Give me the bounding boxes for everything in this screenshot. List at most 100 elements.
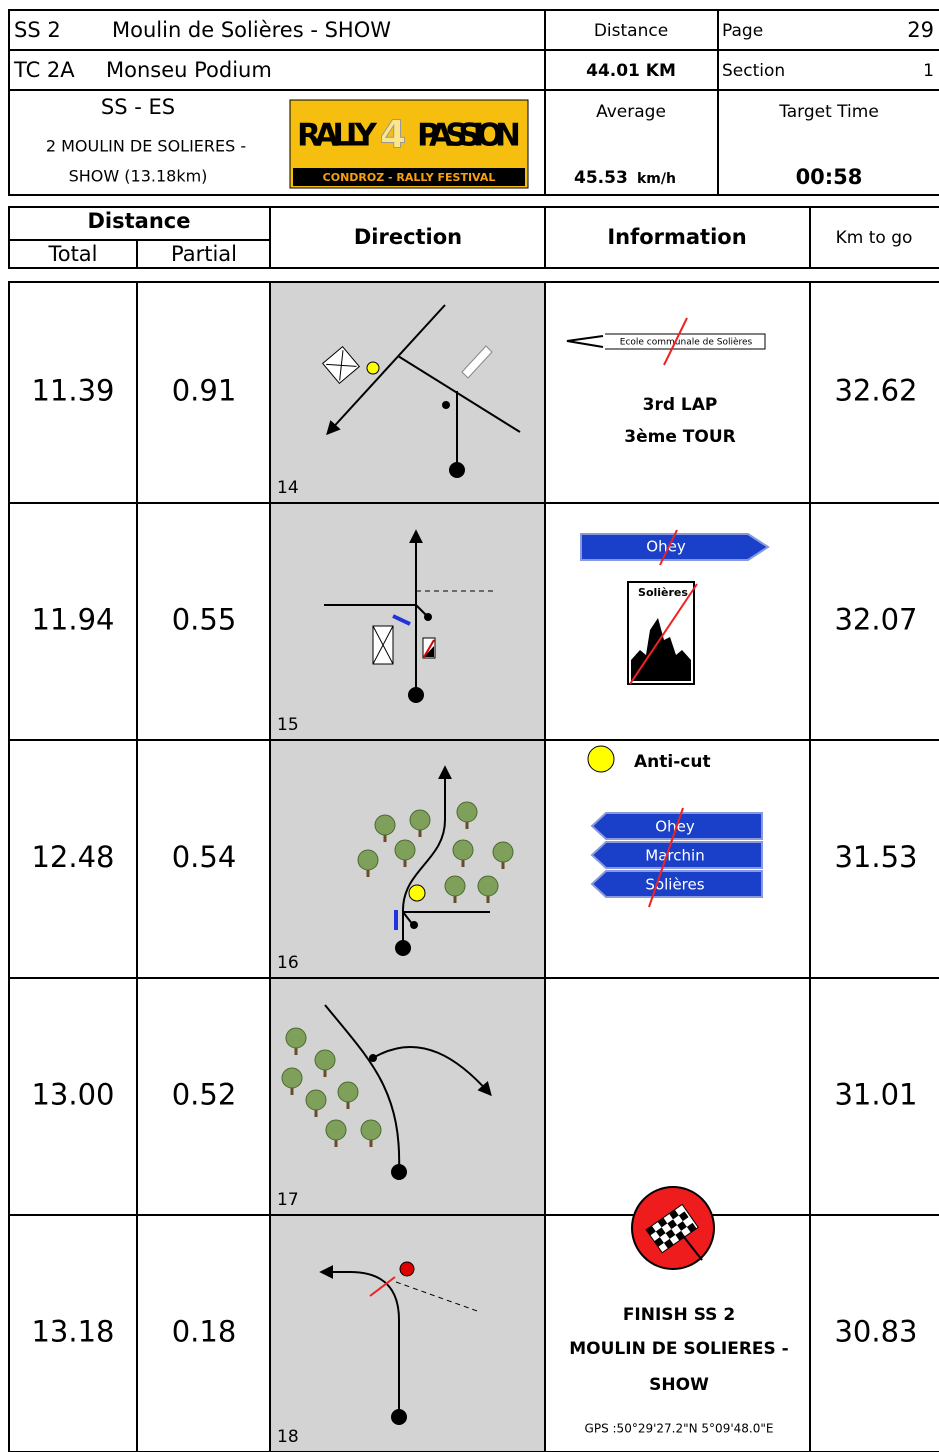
drawing-path xyxy=(580,533,770,561)
drawing-circle xyxy=(369,1054,377,1062)
partial: 0.52 xyxy=(172,1078,237,1112)
tulips xyxy=(281,304,521,1425)
tulip xyxy=(319,1261,481,1425)
average-unit: km/h xyxy=(637,171,676,187)
km-to-go: 32.62 xyxy=(834,374,917,408)
logo-sub: CONDROZ - RALLY FESTIVAL xyxy=(323,171,496,184)
tree xyxy=(305,1089,327,1111)
drawing-path xyxy=(461,345,493,379)
tree xyxy=(444,875,466,897)
km-to-go: 30.83 xyxy=(834,1315,917,1349)
partial: 0.91 xyxy=(172,374,237,408)
sign xyxy=(590,870,763,898)
box-number: 15 xyxy=(277,715,299,735)
stage-name: Moulin de Solières - SHOW xyxy=(112,18,391,42)
tree xyxy=(452,839,474,861)
column-headers: Distance Total Partial Direction Informa… xyxy=(47,209,912,266)
drawing-rect xyxy=(293,168,525,186)
box-number: 18 xyxy=(277,1427,299,1447)
total: 11.39 xyxy=(31,374,114,408)
drawing-line xyxy=(369,1276,396,1297)
drawing-circle xyxy=(408,687,424,703)
direction-cell xyxy=(270,282,545,503)
col-distance: Distance xyxy=(88,209,191,233)
drawing-circle xyxy=(366,361,380,375)
box-number: 17 xyxy=(277,1190,299,1210)
village-name: Solières xyxy=(638,586,688,599)
sign xyxy=(590,841,763,869)
tulip xyxy=(324,529,495,703)
info-line: 3rd LAP xyxy=(643,395,718,415)
drawing-rect xyxy=(8,206,939,269)
section-label: Section xyxy=(722,61,785,81)
drawing-path xyxy=(372,1046,492,1097)
info-line: FINISH SS 2 xyxy=(623,1305,735,1325)
average-label: Average xyxy=(596,102,666,122)
drawing-line xyxy=(372,625,394,665)
ss-es: SS - ES xyxy=(101,95,175,119)
target: 00:58 xyxy=(796,165,863,189)
gps: GPS :50°29'27.2"N 5°09'48.0"E xyxy=(585,1422,774,1436)
total: 13.00 xyxy=(31,1078,114,1112)
partial: 0.18 xyxy=(172,1315,237,1349)
km-to-go: 32.07 xyxy=(834,603,917,637)
tree xyxy=(337,1081,359,1103)
tulip xyxy=(324,1004,492,1180)
tree xyxy=(374,814,396,836)
tree xyxy=(357,849,379,871)
direction-cell xyxy=(270,1215,545,1452)
tree xyxy=(477,875,499,897)
target-label: Target Time xyxy=(778,102,879,122)
drawing-circle xyxy=(424,613,432,621)
tree xyxy=(285,1027,307,1049)
stage: SS 2 xyxy=(14,18,61,42)
sign-text: Ohey xyxy=(655,818,695,836)
drawing-line xyxy=(679,1231,703,1261)
drawing-g xyxy=(645,1203,699,1254)
col-total: Total xyxy=(47,242,97,266)
page-label: Page xyxy=(722,21,763,41)
drawing-circle xyxy=(391,1164,407,1180)
col-km-to-go: Km to go xyxy=(836,228,913,248)
average: 45.53 xyxy=(574,168,628,188)
drawing-line xyxy=(339,350,344,381)
logo-digit: 4 xyxy=(380,113,406,157)
stage-full: 2 MOULIN DE SOLIERES - xyxy=(46,137,246,156)
drawing-line xyxy=(423,639,435,658)
total: 11.94 xyxy=(31,603,114,637)
sign-text: Solières xyxy=(645,876,704,894)
note: Anti-cut xyxy=(634,752,711,772)
tree xyxy=(314,1049,336,1071)
drawing-polyline xyxy=(566,335,604,348)
drawing-polyline xyxy=(605,333,766,350)
distance-label: Distance xyxy=(594,21,668,41)
drawing-rect xyxy=(8,9,939,196)
row-border xyxy=(8,1214,939,1452)
tree xyxy=(325,1119,347,1141)
tree xyxy=(409,809,431,831)
tulip xyxy=(394,765,490,956)
drawing-path xyxy=(324,1004,401,1173)
info-line: MOULIN DE SOLIERES - xyxy=(569,1339,789,1359)
drawing-circle xyxy=(399,1261,415,1277)
logo-left: RALLY xyxy=(297,118,378,154)
distance: 44.01 KM xyxy=(586,61,676,81)
info-line: SHOW xyxy=(649,1375,709,1395)
drawing-line xyxy=(648,807,684,908)
drawing-circle xyxy=(395,940,411,956)
tree xyxy=(456,801,478,823)
drawing-line xyxy=(629,583,698,685)
drawing-path xyxy=(631,618,691,681)
km-to-go: 31.01 xyxy=(834,1078,917,1112)
tree xyxy=(492,841,514,863)
tree xyxy=(394,839,416,861)
km-to-go: 31.53 xyxy=(834,840,917,874)
logo-right: PASSION xyxy=(417,118,521,154)
sign-text: Ecole communale de Solières xyxy=(620,337,753,348)
drawing-line xyxy=(663,317,688,366)
col-direction: Direction xyxy=(354,225,462,249)
partial: 0.54 xyxy=(172,840,237,874)
drawing-path xyxy=(319,1265,400,1417)
